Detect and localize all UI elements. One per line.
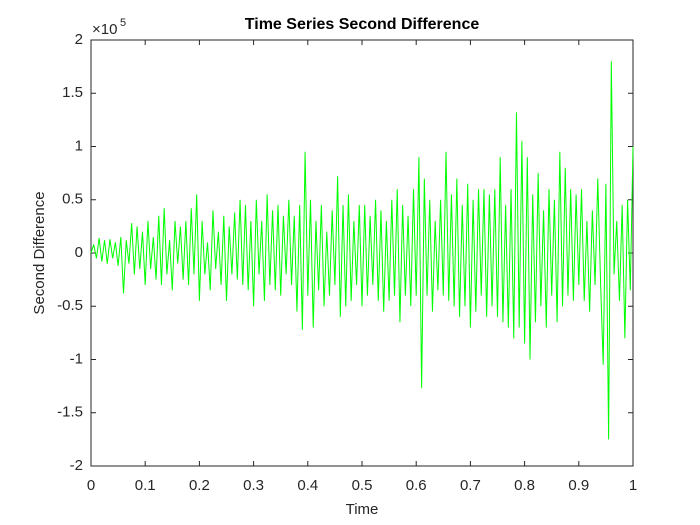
x-tick-label: 0.6 <box>406 477 427 494</box>
x-tick-label: 0.2 <box>189 477 210 494</box>
x-tick-label: 0.1 <box>135 477 156 494</box>
y-tick-label: 1 <box>75 137 83 154</box>
plot-area <box>90 39 634 467</box>
y-tick-label: 0.5 <box>62 191 83 208</box>
x-tick-label: 0.8 <box>514 477 535 494</box>
y-tick-label: 1.5 <box>62 84 83 101</box>
chart-title: Time Series Second Difference <box>245 16 480 33</box>
y-tick-label: -2 <box>70 457 83 474</box>
y-scale-label: ×10 <box>92 21 117 38</box>
x-tick-label: 0.7 <box>460 477 481 494</box>
x-tick-label: 1 <box>629 477 637 494</box>
y-tick-label: -0.5 <box>57 297 83 314</box>
x-tick-label: 0 <box>87 477 95 494</box>
y-tick-label: -1 <box>70 350 83 367</box>
y-axis-label: Second Difference <box>31 191 48 314</box>
y-tick-label: -1.5 <box>57 404 83 421</box>
series-line <box>90 61 634 440</box>
x-tick-label: 0.3 <box>243 477 264 494</box>
y-tick-label: 0 <box>75 244 83 261</box>
x-tick-label: 0.9 <box>568 477 589 494</box>
x-tick-label: 0.4 <box>297 477 318 494</box>
y-tick-label: 2 <box>75 31 83 48</box>
x-axis-label: Time <box>346 501 379 518</box>
x-tick-label: 0.5 <box>352 477 373 494</box>
y-scale-exponent: 5 <box>120 17 126 29</box>
